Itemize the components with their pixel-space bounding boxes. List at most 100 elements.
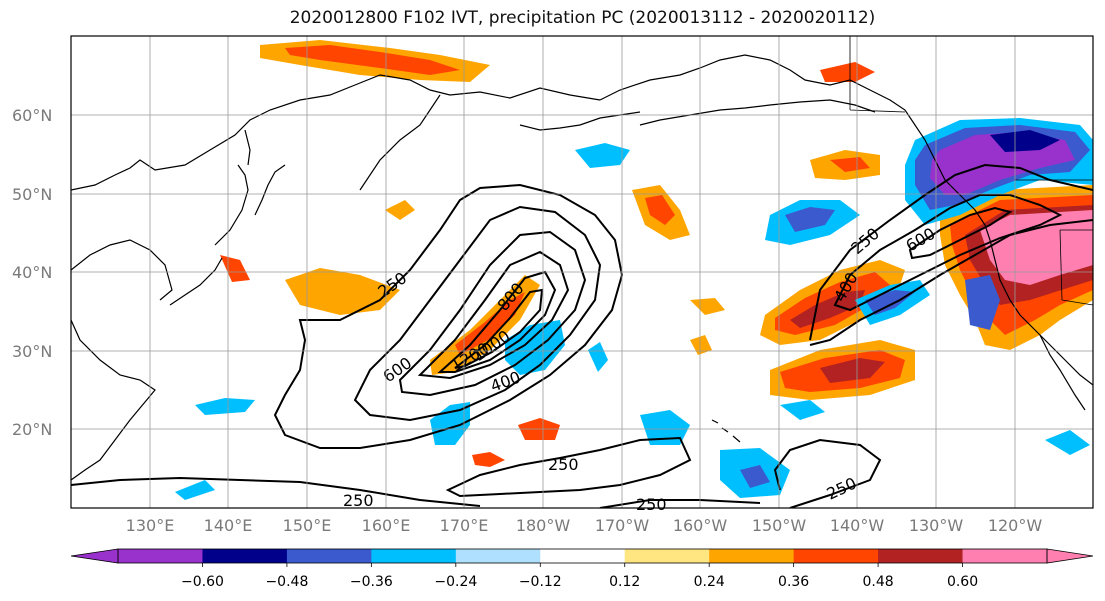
kamchatka-coast xyxy=(359,94,441,191)
lon-label: 140°E xyxy=(204,516,253,535)
na-west-coast xyxy=(924,139,1093,386)
map-frame xyxy=(70,35,1094,509)
positive-anomaly-tropical-2 xyxy=(472,452,505,467)
colorbar-swatch xyxy=(455,549,541,563)
chart-title: 2020012800 F102 IVT, precipitation PC (2… xyxy=(289,8,876,28)
positive-anomaly-goa-3 xyxy=(820,62,875,82)
colorbar-tick-label: 0.12 xyxy=(609,574,640,590)
negative-anomaly-tropical-3-core xyxy=(740,465,770,488)
colorbar-tick-label: 0.36 xyxy=(778,574,809,590)
colorbar-swatch xyxy=(878,549,964,563)
colorbar-swatch xyxy=(202,549,288,563)
negative-anomaly-bering xyxy=(575,143,630,168)
positive-anomaly-california-peak xyxy=(980,210,1093,285)
ivt-contour-400-east xyxy=(833,194,1063,312)
negative-anomaly-tropical-6 xyxy=(780,400,825,420)
negative-anomaly-tropical-1 xyxy=(430,402,470,445)
hawaii xyxy=(711,419,741,443)
lat-label: 50°N xyxy=(12,185,52,204)
ivt-contours xyxy=(71,163,1093,508)
negative-anomaly-bc-inner xyxy=(990,130,1060,152)
colorbar-frame xyxy=(117,548,1048,564)
negative-anomaly-tropical-4 xyxy=(195,398,255,415)
positive-anomaly-subtropical-1-max xyxy=(790,290,865,328)
lon-label: 130°W xyxy=(909,516,964,535)
contour-label: 400 xyxy=(488,367,523,395)
positive-anomaly-goa-2-core xyxy=(645,195,675,225)
positive-anomaly-kuril xyxy=(385,200,415,220)
lon-label: 160°E xyxy=(362,516,411,535)
ivt-contour-1200-main xyxy=(454,288,544,369)
positive-anomaly-subtropical-2-max xyxy=(820,358,885,383)
ivt-contour-1000-main xyxy=(437,270,557,373)
negative-anomaly-tropical-5 xyxy=(175,480,215,500)
lon-label: 170°W xyxy=(595,516,650,535)
ivt-contour-250-main xyxy=(273,183,624,449)
negative-anomaly-tropical-7 xyxy=(1045,430,1090,455)
contour-label: 250 xyxy=(636,495,667,514)
lon-labels: 130°E 140°E 150°E 160°E 170°E 180°W 170°… xyxy=(126,516,1043,535)
ivt-contour-600-east xyxy=(908,206,1013,260)
positive-anomaly-goa-1-core xyxy=(830,157,870,172)
colorbar-swatch xyxy=(793,549,879,563)
lon-label: 160°W xyxy=(673,516,728,535)
lat-label: 60°N xyxy=(12,106,52,125)
sakhalin-coast xyxy=(244,129,251,166)
colorbar-swatch xyxy=(371,549,457,563)
negative-anomaly-goa-core xyxy=(785,207,835,232)
contour-label: 600 xyxy=(903,224,939,256)
colorbar-swatch xyxy=(962,549,1048,563)
ivt-contour-400-main xyxy=(353,205,602,422)
colorbar-tick-label: 0.48 xyxy=(863,574,894,590)
lon-label: 140°W xyxy=(830,516,885,535)
colorbar-swatch xyxy=(286,549,372,563)
ivt-contour-250-east xyxy=(809,163,1093,346)
lat-label: 20°N xyxy=(12,420,52,439)
colorbar-swatch xyxy=(118,549,203,563)
colorbar-extend-min xyxy=(70,548,119,564)
colorbar-swatch xyxy=(540,549,626,563)
lon-label: 180°W xyxy=(516,516,571,535)
positive-anomaly-ar-core xyxy=(455,292,525,355)
colorbar-tick-label: −0.12 xyxy=(519,574,562,590)
negative-anomaly-tropical-2 xyxy=(640,410,690,445)
contour-label: 250 xyxy=(824,473,860,503)
lat-label: 40°N xyxy=(12,263,52,282)
positive-anomaly-tropical-4 xyxy=(690,298,725,315)
colorbar-tick-label: −0.24 xyxy=(434,574,477,590)
baja xyxy=(1039,334,1086,411)
japan-coast xyxy=(169,164,286,306)
ivt-contour-250-south-3 xyxy=(599,438,882,508)
lon-label: 150°W xyxy=(752,516,807,535)
contour-label: 250 xyxy=(343,491,374,510)
lon-label: 120°W xyxy=(988,516,1043,535)
positive-anomaly-nwp-1 xyxy=(285,268,400,315)
positive-anomaly-tropical-3 xyxy=(690,335,712,355)
colorbar-tick-label: −0.48 xyxy=(265,574,308,590)
asia-coast xyxy=(71,74,601,481)
colorbar-swatch xyxy=(709,549,795,563)
precipitation-field xyxy=(175,40,1093,500)
colorbar-tick-label: 0.24 xyxy=(694,574,725,590)
colorbar xyxy=(70,548,1094,567)
negative-anomaly-ar-south xyxy=(505,320,565,375)
positive-anomaly-nwp-top-core xyxy=(285,45,460,75)
ivt-contour-250-south-2 xyxy=(445,436,692,498)
negative-anomaly-oregon xyxy=(965,275,1000,330)
gridlines xyxy=(71,36,1093,508)
alaska-coast xyxy=(599,54,926,141)
negative-anomaly-tropical-8 xyxy=(588,342,608,372)
ivt-contour-250-south-1 xyxy=(71,476,481,507)
colorbar-tick-label: −0.60 xyxy=(181,574,224,590)
contour-label: 600 xyxy=(379,353,415,386)
ivt-contour-800-main xyxy=(417,250,570,380)
lat-labels: 60°N 50°N 40°N 30°N 20°N xyxy=(12,106,52,439)
ivt-contour-600-main xyxy=(398,230,587,397)
colorbar-tick-label: −0.36 xyxy=(350,574,393,590)
colorbar-tick-label: 0.60 xyxy=(947,574,978,590)
lon-label: 170°E xyxy=(440,516,489,535)
colorbar-swatch xyxy=(624,549,710,563)
colorbar-ticks: −0.60 −0.48 −0.36 −0.24 −0.12 0.12 0.24 … xyxy=(181,574,978,590)
contour-label: 250 xyxy=(548,455,579,474)
